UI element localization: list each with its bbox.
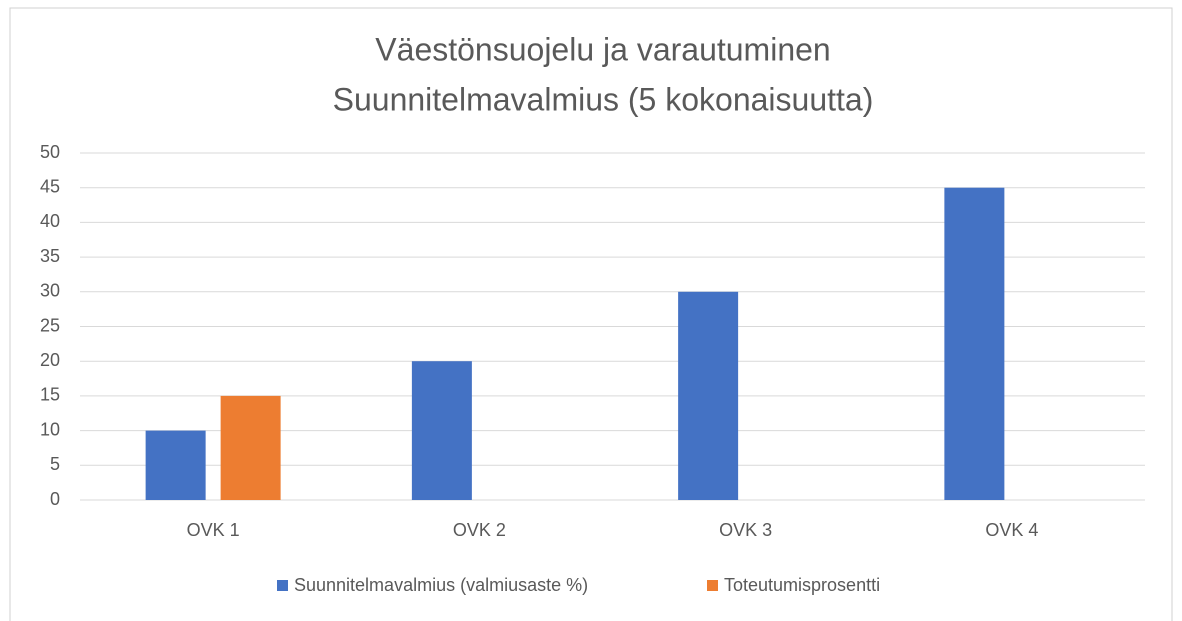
y-tick-label: 35 [40,246,60,266]
bar [944,187,1005,500]
legend-swatch [707,580,718,591]
y-tick-label: 30 [40,281,60,301]
y-tick-label: 5 [50,454,60,474]
legend-swatch [277,580,288,591]
x-tick-label: OVK 3 [719,520,772,540]
x-tick-label: OVK 2 [453,520,506,540]
y-tick-label: 0 [50,489,60,509]
x-tick-label: OVK 4 [985,520,1038,540]
x-tick-label: OVK 1 [187,520,240,540]
y-tick-label: 10 [40,419,60,439]
bar [411,361,472,500]
bar [145,430,206,500]
chart-subtitle: Suunnitelmavalmius (5 kokonaisuutta) [333,81,874,117]
legend-label: Suunnitelmavalmius (valmiusaste %) [294,575,588,595]
bar [220,395,281,500]
legend-label: Toteutumisprosentti [724,575,880,595]
bar [678,291,739,500]
y-tick-label: 25 [40,315,60,335]
y-tick-label: 20 [40,350,60,370]
chart-title: Väestönsuojelu ja varautuminen [375,31,830,67]
y-tick-label: 50 [40,142,60,162]
y-tick-label: 45 [40,176,60,196]
y-tick-label: 15 [40,385,60,405]
y-tick-label: 40 [40,211,60,231]
